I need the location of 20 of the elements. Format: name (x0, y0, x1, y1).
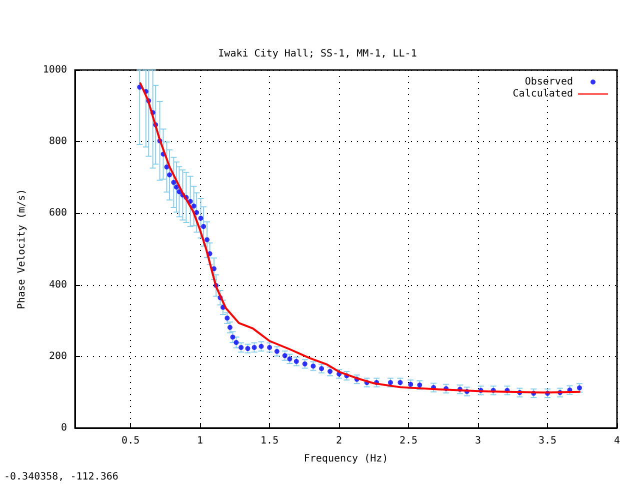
x-tick-label: 4 (614, 436, 620, 446)
y-tick-label: 800 (48, 136, 67, 148)
y-tick-label: 400 (48, 279, 67, 290)
y-axis-title: Phase Velocity (m/s) (16, 188, 28, 310)
y-tick-label: 1000 (42, 64, 67, 76)
x-tick-label: 2.5 (400, 436, 418, 446)
x-tick-label: 3 (475, 436, 482, 446)
y-tick-label: 600 (48, 208, 67, 219)
x-tick-label: 1.5 (260, 436, 279, 446)
chart-title: Iwaki City Hall; SS-1, MM-1, LL-1 (218, 48, 417, 60)
x-axis-title: Frequency (Hz) (304, 454, 388, 464)
y-tick-label: 0 (60, 422, 67, 434)
legend-label: Calculated (512, 88, 573, 100)
y-tick-label: 200 (48, 350, 67, 362)
x-tick-label: 0.5 (122, 436, 140, 446)
x-tick-label: 2 (336, 436, 342, 446)
text: -0.340358, -112.366 (4, 472, 118, 482)
x-tick-label: 1 (197, 436, 204, 446)
x-tick-label: 3.5 (538, 436, 557, 446)
legend-label: Observed (524, 76, 573, 88)
